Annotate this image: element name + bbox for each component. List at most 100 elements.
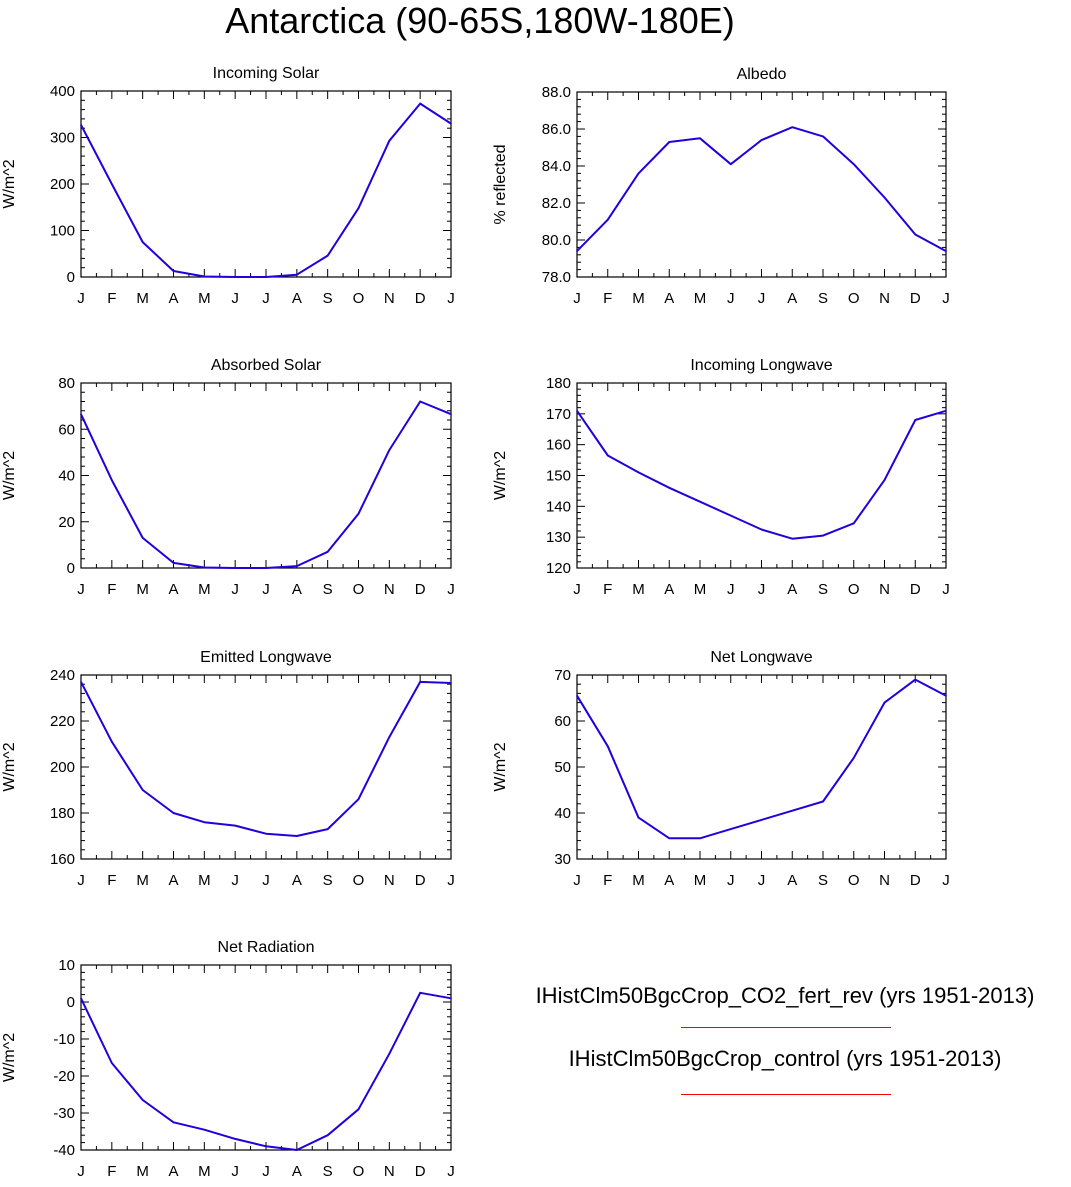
legend-line-control: [681, 1094, 891, 1095]
data-point: [729, 828, 732, 830]
x-tick-label: O: [353, 290, 365, 307]
x-tick-label: A: [664, 581, 674, 598]
y-tick-label: 80: [58, 375, 75, 392]
data-point: [388, 139, 391, 142]
x-tick-label: F: [603, 581, 612, 598]
x-tick-label: J: [77, 290, 85, 307]
y-axis-label: W/m^2: [1, 451, 18, 500]
x-tick-label: J: [262, 872, 270, 889]
x-tick-label: N: [879, 581, 890, 598]
x-tick-label: J: [573, 581, 581, 598]
x-tick-label: M: [136, 1163, 149, 1180]
x-tick-label: J: [77, 1163, 85, 1180]
data-point: [141, 537, 144, 539]
data-point: [419, 400, 421, 403]
data-point: [172, 1121, 175, 1124]
x-tick-label: J: [262, 290, 270, 307]
x-tick-label: D: [910, 290, 921, 307]
data-point: [606, 454, 609, 457]
data-point: [357, 1108, 360, 1111]
data-point: [914, 233, 917, 236]
x-tick-label: J: [447, 290, 455, 307]
x-tick-label: J: [262, 1163, 270, 1180]
plot-frame: [80, 90, 452, 278]
x-tick-label: N: [879, 872, 890, 889]
x-tick-label: M: [632, 872, 645, 889]
data-point: [576, 694, 578, 697]
x-tick-label: S: [818, 290, 828, 307]
x-tick-label: J: [942, 872, 950, 889]
data-point: [729, 514, 732, 517]
data-point: [883, 479, 886, 481]
x-tick-label: J: [447, 1163, 455, 1180]
data-point: [326, 1134, 329, 1136]
data-point: [760, 139, 763, 141]
x-tick-label: J: [573, 290, 581, 307]
data-point: [791, 809, 794, 812]
data-point: [203, 566, 206, 569]
x-tick-label: D: [415, 581, 426, 598]
x-tick-label: A: [292, 872, 302, 889]
y-tick-label: 220: [50, 713, 75, 730]
series-line: [80, 400, 452, 569]
x-tick-label: O: [848, 290, 860, 307]
y-tick-label: 170: [546, 406, 571, 423]
x-tick-label: A: [664, 290, 674, 307]
x-tick-label: A: [664, 872, 674, 889]
x-tick-label: J: [727, 290, 735, 307]
data-point: [852, 163, 855, 165]
x-tick-label: O: [353, 581, 365, 598]
data-point: [637, 816, 640, 819]
x-tick-label: A: [292, 581, 302, 598]
x-tick-label: J: [727, 872, 735, 889]
y-tick-label: -20: [53, 1068, 75, 1085]
x-tick-label: A: [292, 1163, 302, 1180]
y-tick-label: -40: [53, 1142, 75, 1159]
x-tick-label: D: [415, 290, 426, 307]
plot-frame: [576, 674, 947, 860]
x-tick-label: M: [632, 290, 645, 307]
data-point: [760, 528, 763, 531]
y-tick-label: 160: [50, 851, 75, 868]
data-point: [111, 1062, 113, 1064]
figure-title: Antarctica (90-65S,180W-180E): [225, 0, 735, 41]
data-point: [852, 522, 855, 525]
data-point: [637, 172, 640, 175]
series-line: [80, 102, 452, 278]
x-tick-label: N: [384, 1163, 395, 1180]
y-tick-label: 60: [58, 421, 75, 438]
x-tick-label: D: [415, 1163, 426, 1180]
x-tick-label: D: [415, 872, 426, 889]
x-tick-label: J: [231, 581, 239, 598]
data-point: [80, 124, 82, 126]
data-point: [419, 681, 421, 683]
x-tick-label: J: [77, 872, 85, 889]
data-point: [203, 1128, 206, 1131]
chart-title: Albedo: [737, 66, 787, 83]
data-point: [883, 701, 886, 704]
x-tick-label: N: [384, 872, 395, 889]
x-tick-label: D: [910, 581, 921, 598]
data-point: [822, 135, 824, 138]
x-tick-label: J: [262, 581, 270, 598]
y-tick-label: -10: [53, 1031, 75, 1048]
legend-line-co2-fert-rev: [681, 1027, 891, 1028]
x-tick-label: J: [758, 872, 766, 889]
data-point: [265, 276, 267, 278]
x-tick-label: J: [447, 872, 455, 889]
y-tick-label: 30: [554, 851, 571, 868]
x-tick-label: J: [231, 290, 239, 307]
x-tick-label: J: [758, 581, 766, 598]
x-tick-label: J: [447, 581, 455, 598]
data-point: [172, 812, 175, 814]
x-tick-label: S: [818, 872, 828, 889]
x-tick-label: M: [198, 581, 211, 598]
data-point: [296, 565, 298, 567]
series-line: [80, 991, 452, 1151]
data-point: [637, 471, 640, 474]
x-tick-label: A: [168, 872, 178, 889]
x-tick-label: M: [136, 872, 149, 889]
data-point: [668, 837, 671, 840]
y-tick-label: 0: [67, 994, 75, 1011]
